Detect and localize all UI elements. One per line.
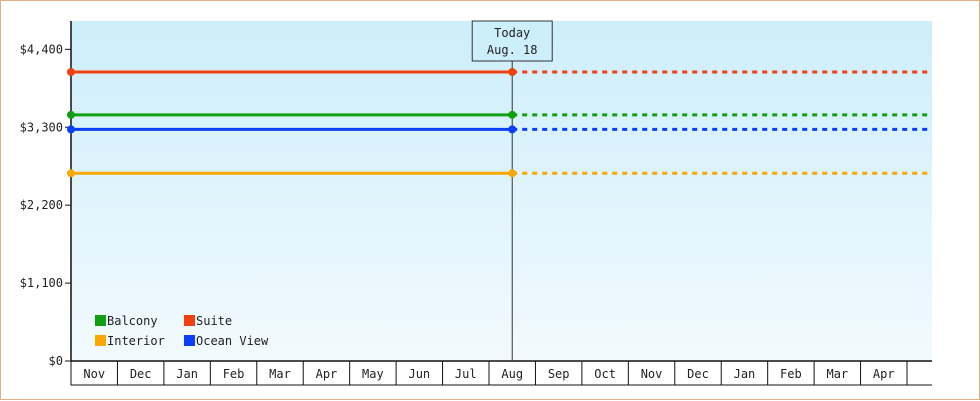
series-point-start-balcony (67, 110, 75, 119)
today-date: Aug. 18 (487, 43, 538, 57)
x-tick-label: Jan (734, 367, 756, 381)
x-tick-label: Apr (873, 367, 895, 381)
y-tick-label: $1,100 (20, 276, 63, 290)
series-point-today-ocean-view (508, 125, 517, 134)
x-tick-label: Sep (548, 367, 570, 381)
x-tick-label: Mar (269, 367, 291, 381)
today-box (471, 20, 553, 62)
y-tick-label: $4,400 (20, 42, 63, 56)
y-tick-label: $2,200 (20, 198, 63, 212)
today-title: Today (494, 26, 530, 40)
x-tick-label: Oct (594, 367, 616, 381)
y-tick-label: $0 (49, 354, 63, 368)
x-tick-label: Aug (501, 367, 523, 381)
series-point-start-ocean-view (67, 125, 75, 134)
legend-label-interior: Interior (107, 334, 165, 348)
series-point-start-interior (67, 169, 75, 178)
series-point-today-balcony (508, 110, 517, 119)
x-tick-label: Nov (641, 367, 663, 381)
x-tick-label: Dec (687, 367, 709, 381)
x-tick-label: Feb (223, 367, 245, 381)
legend-swatch-ocean-view (184, 335, 195, 346)
x-tick-label: Apr (316, 367, 338, 381)
series-point-today-interior (508, 169, 517, 178)
x-tick-label: Jun (408, 367, 430, 381)
series-point-today-suite (508, 68, 517, 76)
x-tick-label: Jan (176, 367, 198, 381)
legend-label-balcony: Balcony (107, 314, 158, 328)
x-tick-label: Nov (83, 367, 105, 381)
x-tick-label: Mar (826, 367, 848, 381)
x-tick-label: Feb (780, 367, 802, 381)
legend-swatch-balcony (95, 315, 106, 326)
legend-swatch-suite (184, 315, 195, 326)
legend-swatch-interior (95, 335, 106, 346)
x-tick-label: Dec (130, 367, 152, 381)
x-tick-label: Jul (455, 367, 477, 381)
plot-area (71, 21, 932, 361)
y-tick-label: $3,300 (20, 120, 63, 134)
series-point-start-suite (67, 68, 75, 76)
x-tick-label: May (362, 367, 384, 381)
legend-label-suite: Suite (196, 314, 232, 328)
legend-label-ocean-view: Ocean View (196, 334, 269, 348)
